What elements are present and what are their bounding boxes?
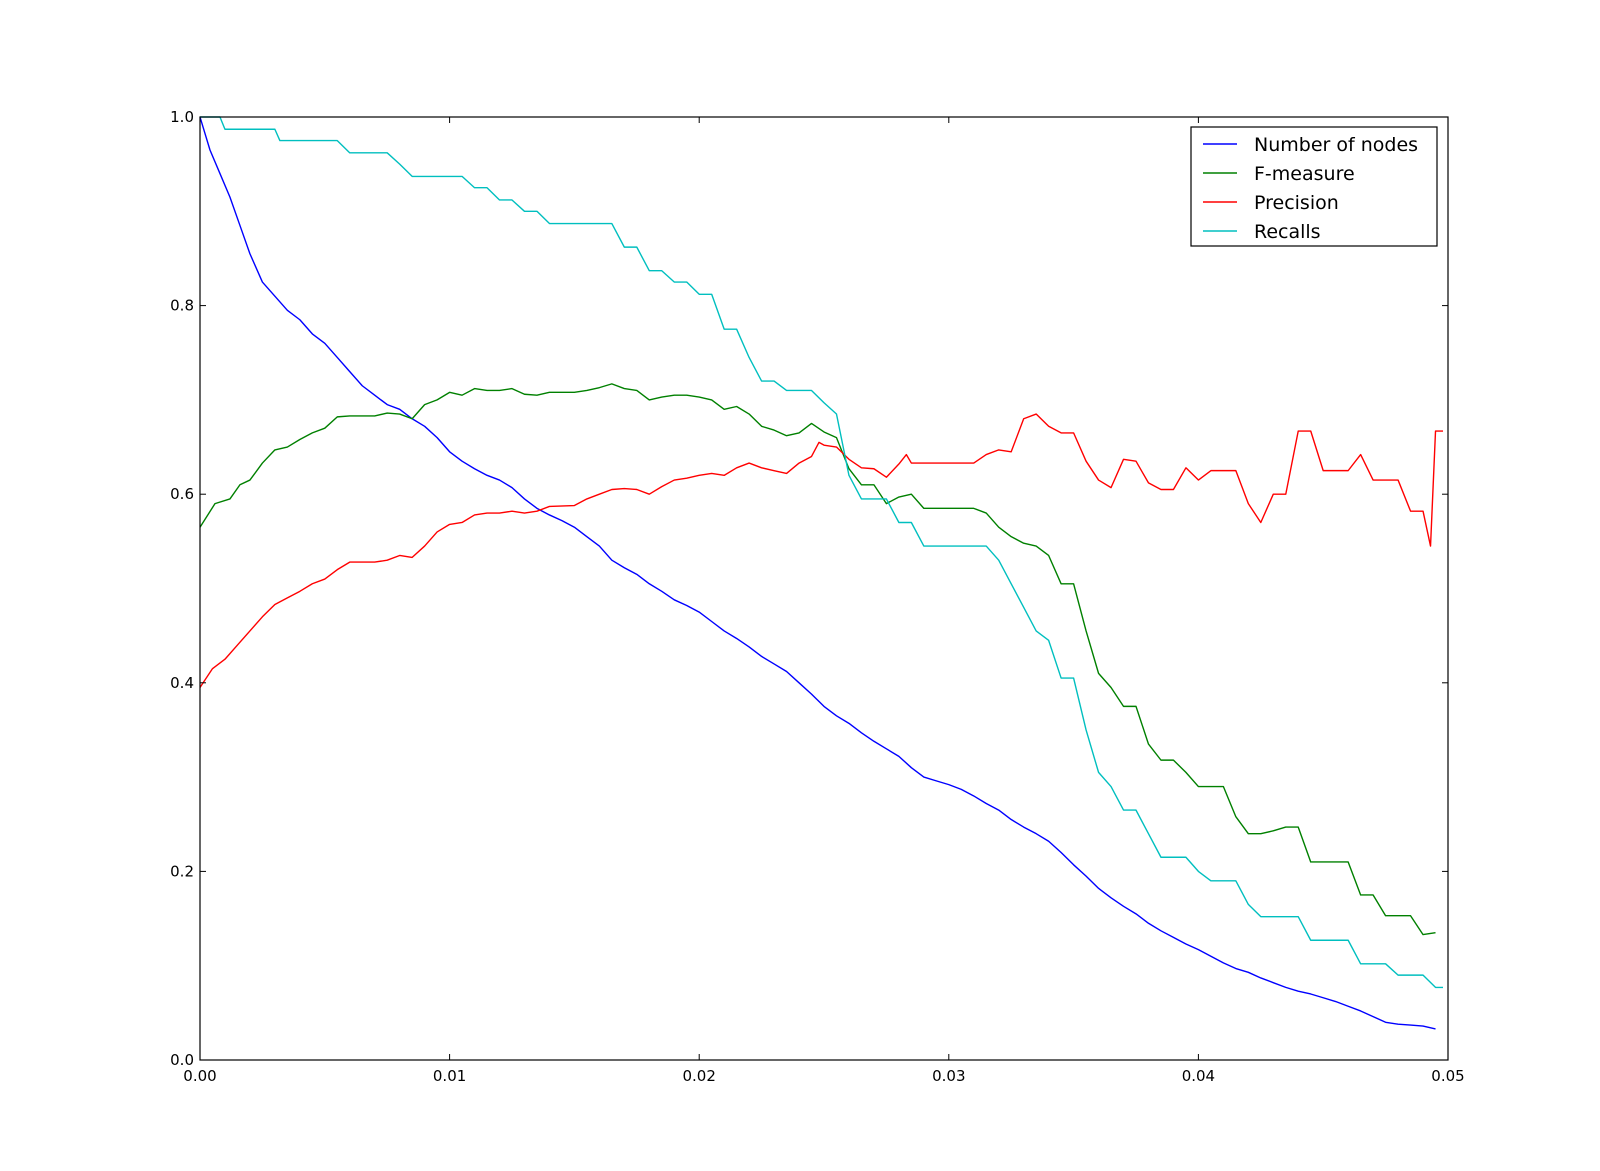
y-tick-label: 0.4 (170, 674, 194, 692)
series-line-recalls (200, 116, 1444, 989)
plot-frame (199, 116, 1449, 1061)
legend-box (1190, 126, 1438, 247)
y-tick-label: 0.8 (170, 297, 194, 315)
legend-label-number-of-nodes: Number of nodes (1254, 134, 1418, 156)
series-layer (199, 116, 1444, 1030)
legend-label-f-measure: F-measure (1254, 163, 1355, 185)
legend-label-precision: Precision (1254, 192, 1339, 214)
x-tick-label: 0.00 (183, 1067, 216, 1085)
y-tick-label: 0.0 (170, 1051, 194, 1069)
y-tick-label: 1.0 (170, 108, 194, 126)
y-tick-label: 0.2 (170, 862, 194, 880)
x-tick-label: 0.04 (1182, 1067, 1215, 1085)
x-tick-label: 0.03 (932, 1067, 965, 1085)
legend: Number of nodes F-measure Precision Recalls (1190, 126, 1438, 247)
y-tick-labels: 0.0 0.2 0.4 0.6 0.8 1.0 (170, 108, 194, 1069)
x-tick-label: 0.05 (1431, 1067, 1464, 1085)
x-tick-label: 0.01 (433, 1067, 466, 1085)
y-tick-label: 0.6 (170, 485, 194, 503)
series-line-precision (199, 413, 1444, 688)
series-line-number-of-nodes (199, 116, 1436, 1030)
x-tick-label: 0.02 (682, 1067, 715, 1085)
legend-label-recalls: Recalls (1254, 221, 1321, 243)
series-line-f-measure (199, 383, 1436, 936)
x-tick-labels: 0.00 0.01 0.02 0.03 0.04 0.05 (183, 1067, 1464, 1085)
